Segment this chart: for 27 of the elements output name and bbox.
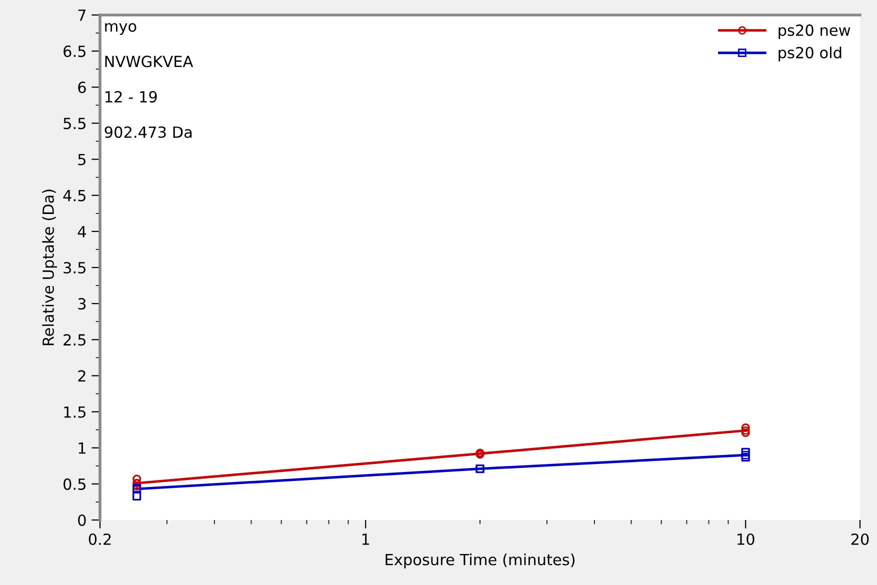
y-tick-label: 6 [78, 82, 86, 94]
x-axis-title: Exposure Time (minutes) [386, 554, 574, 568]
y-tick-label: 4 [78, 226, 86, 238]
annotation: 12 - 19 [105, 91, 157, 103]
annotation: NVWGKVEA [105, 56, 194, 68]
y-tick-label: 1.5 [64, 406, 86, 418]
y-tick-label: 1 [78, 442, 86, 454]
y-tick-label: 5.5 [64, 118, 86, 130]
y-axis-title: Relative Uptake (Da) [42, 190, 57, 346]
y-tick-label: 2.5 [64, 334, 86, 346]
legend-label: ps20 old [778, 46, 842, 62]
y-tick-label: 7 [78, 10, 86, 21]
legend-label: ps20 new [778, 24, 850, 39]
y-tick-label: 0 [78, 514, 86, 526]
y-tick-label: 2 [78, 370, 86, 382]
x-tick-label: 20 [851, 533, 869, 546]
y-tick-label: 4.5 [63, 190, 86, 202]
y-tick-label: 3.5 [64, 262, 86, 274]
y-tick-label: 6.5 [64, 46, 86, 58]
x-tick-label: 1 [362, 534, 370, 545]
annotation: 902.473 Da [104, 126, 192, 138]
x-tick-label: 10 [738, 533, 754, 546]
y-tick-label: 3 [78, 298, 86, 310]
annotation: myo [105, 23, 136, 35]
x-tick-label: 0.2 [88, 533, 111, 546]
y-tick-label: 0.5 [64, 478, 86, 490]
y-tick-label: 5 [78, 154, 86, 166]
